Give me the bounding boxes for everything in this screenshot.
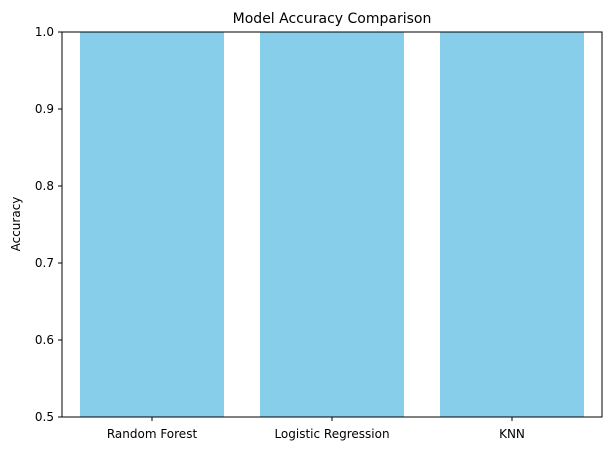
y-tick-label-3: 0.8: [35, 179, 54, 193]
bar-0: [80, 32, 224, 417]
x-tick-label-2: KNN: [499, 427, 525, 441]
chart-title: Model Accuracy Comparison: [233, 11, 432, 27]
y-tick-label-1: 0.6: [35, 333, 54, 347]
bars-layer: [80, 32, 584, 417]
y-tick-label-2: 0.7: [35, 256, 54, 270]
x-tick-label-0: Random Forest: [107, 427, 198, 441]
y-tick-label-0: 0.5: [35, 410, 54, 424]
x-axis: Random Forest Logistic Regression KNN: [107, 417, 525, 441]
bar-1: [260, 32, 404, 417]
y-axis: 0.5 0.6 0.7 0.8 0.9 1.0: [35, 25, 62, 424]
y-tick-label-5: 1.0: [35, 25, 54, 39]
bar-2: [440, 32, 584, 417]
y-tick-label-4: 0.9: [35, 102, 54, 116]
y-axis-label: Accuracy: [9, 197, 23, 252]
x-tick-label-1: Logistic Regression: [274, 427, 389, 441]
